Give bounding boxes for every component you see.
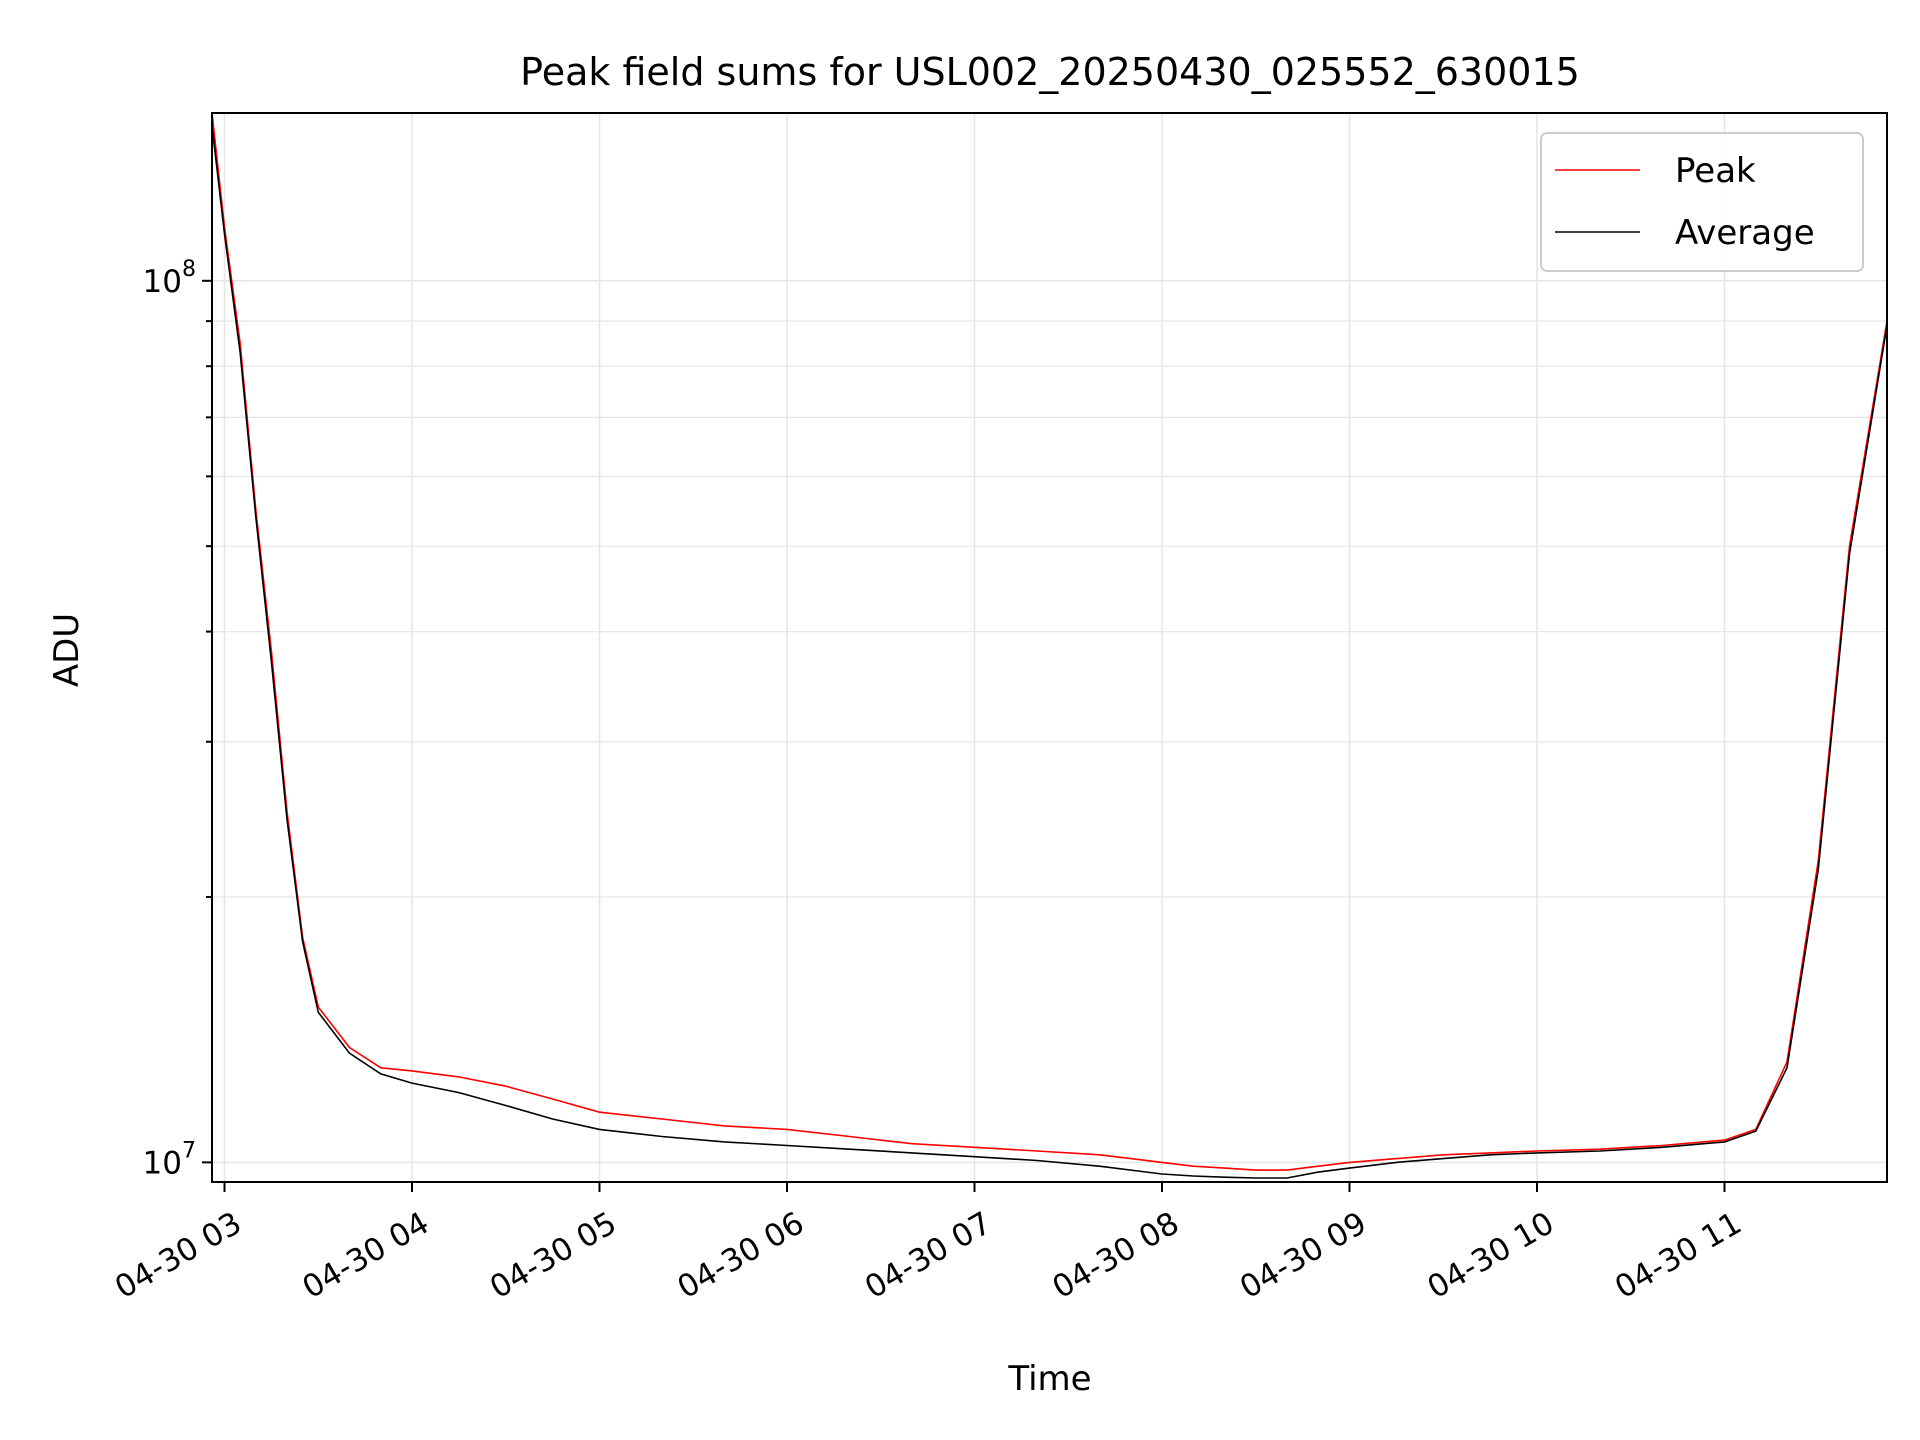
series-peak-line (212, 113, 1887, 1171)
y-tick-label: 108 (143, 257, 196, 300)
legend-average-label: Average (1675, 213, 1815, 253)
legend-box (1540, 132, 1864, 272)
legend-peak-label: Peak (1675, 151, 1756, 191)
plot-frame (211, 112, 1888, 1183)
chart-title: Peak field sums for USL002_20250430_0255… (520, 50, 1580, 94)
y-axis-label: ADU (47, 613, 87, 687)
series-average-line (212, 125, 1887, 1179)
y-ticks: 107 108 (143, 257, 212, 1181)
series-layer (212, 113, 1887, 1179)
y-tick-label: 107 (143, 1138, 196, 1181)
x-axis-label: Time (1007, 1359, 1091, 1399)
legend: Peak Average (1540, 132, 1864, 272)
